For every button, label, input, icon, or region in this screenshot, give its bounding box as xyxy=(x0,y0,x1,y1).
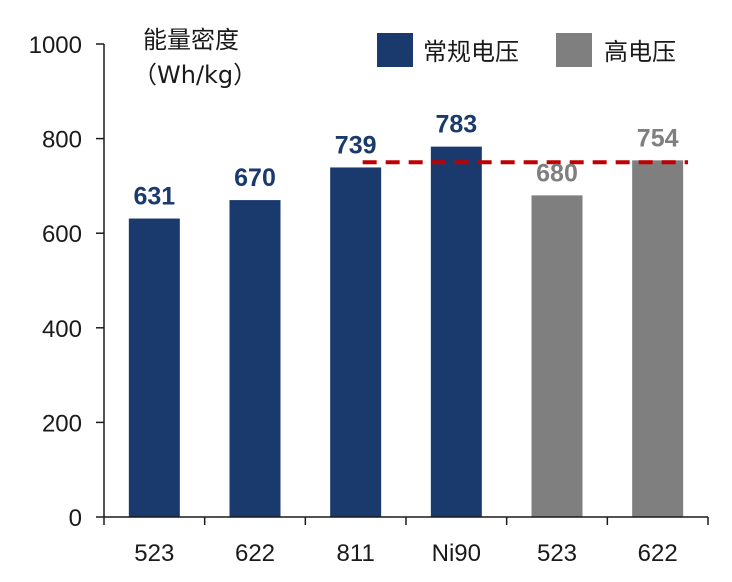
y-tick-label: 600 xyxy=(42,221,82,248)
legend-swatch-high-voltage xyxy=(556,33,592,67)
bar xyxy=(531,195,583,518)
x-tick-label: Ni90 xyxy=(432,540,481,567)
x-tick-label: 523 xyxy=(134,540,174,567)
bar xyxy=(229,200,281,517)
legend: 常规电压 高电压 xyxy=(377,33,676,67)
data-label: 783 xyxy=(435,111,477,139)
x-tick-label: 811 xyxy=(337,540,375,567)
data-label: 670 xyxy=(234,164,276,192)
y-axis-label-line2: （Wh/kg） xyxy=(133,61,257,89)
bar xyxy=(128,218,180,518)
bar xyxy=(330,167,382,517)
y-ticks-group: 0 200 400 600 800 1000 xyxy=(29,32,104,532)
y-tick-label: 200 xyxy=(42,410,82,437)
bars-group xyxy=(128,146,684,518)
legend-label-high-voltage: 高电压 xyxy=(604,38,676,66)
x-tick-label: 622 xyxy=(638,540,678,567)
data-label: 754 xyxy=(637,124,679,152)
x-ticks-group: 523 622 811 Ni90 523 622 xyxy=(103,517,709,567)
data-label: 680 xyxy=(536,159,578,187)
bar xyxy=(632,160,684,517)
x-tick-label: 622 xyxy=(235,540,275,567)
bar xyxy=(430,146,482,518)
legend-label-regular-voltage: 常规电压 xyxy=(423,38,519,66)
data-label: 739 xyxy=(335,131,377,159)
legend-swatch-regular-voltage xyxy=(377,33,413,67)
y-tick-label: 1000 xyxy=(29,32,82,59)
y-tick-label: 0 xyxy=(69,505,82,532)
x-tick-label: 523 xyxy=(537,540,577,567)
axes-group xyxy=(103,44,708,518)
y-axis-label-line1: 能量密度 xyxy=(143,26,239,54)
y-tick-label: 400 xyxy=(42,316,82,343)
y-tick-label: 800 xyxy=(42,127,82,154)
data-labels-group: 631 670 739 783 680 754 xyxy=(133,111,678,211)
data-label: 631 xyxy=(133,183,175,211)
